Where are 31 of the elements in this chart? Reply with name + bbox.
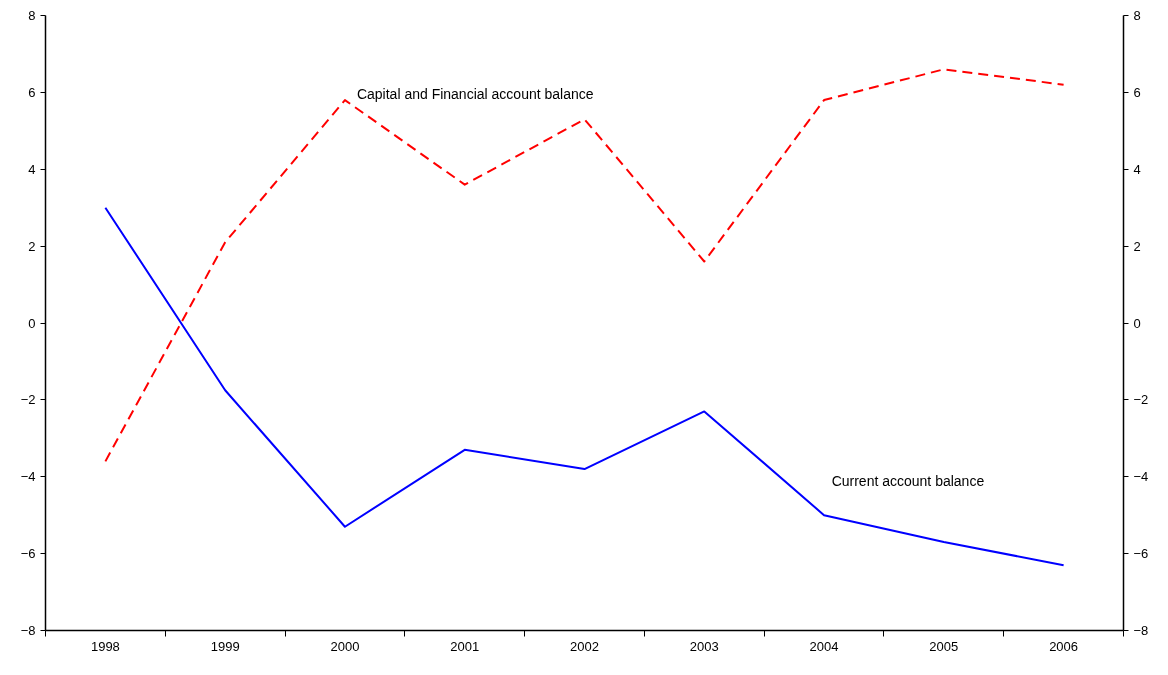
y-tick-label: −8 xyxy=(20,623,36,638)
y-tick-label: 4 xyxy=(28,161,36,177)
y2-tick-label: 4 xyxy=(1133,161,1141,177)
y-tick-label: 8 xyxy=(28,8,36,23)
y-tick-label: 0 xyxy=(28,315,36,331)
x-tick-label: 1998 xyxy=(90,638,120,654)
x-tick-label: 2005 xyxy=(929,638,959,654)
x-tick-label: 2006 xyxy=(1049,638,1079,654)
y-tick-label: 6 xyxy=(28,84,36,100)
line-series xyxy=(104,68,1065,463)
x-tick-label: 2003 xyxy=(689,638,719,654)
x-tick-label: 2002 xyxy=(570,638,599,654)
x-tick-label: 2001 xyxy=(450,638,480,654)
y2-tick-label: 2 xyxy=(1133,238,1141,254)
y2-tick-label: −2 xyxy=(1133,392,1149,408)
x-tick-label: 2004 xyxy=(809,638,839,654)
x-tick-label: 1999 xyxy=(210,638,240,654)
y2-tick-label: 0 xyxy=(1133,315,1141,331)
y2-tick-label: 6 xyxy=(1133,84,1141,100)
line-series xyxy=(104,206,1065,567)
y2-tick-label: −4 xyxy=(1133,469,1149,485)
y2-tick-label: 8 xyxy=(1133,8,1141,23)
x-tick-label: 2000 xyxy=(330,638,360,654)
series-label: Capital and Financial account balance xyxy=(356,86,594,103)
y-tick-label: −2 xyxy=(20,392,36,408)
y-tick-label: −6 xyxy=(20,546,36,562)
series-label: Current account balance xyxy=(831,472,985,489)
y-tick-label: −4 xyxy=(20,469,36,485)
y2-tick-label: −8 xyxy=(1133,623,1149,638)
y-tick-label: 2 xyxy=(28,238,36,254)
y2-tick-label: −6 xyxy=(1133,546,1149,562)
